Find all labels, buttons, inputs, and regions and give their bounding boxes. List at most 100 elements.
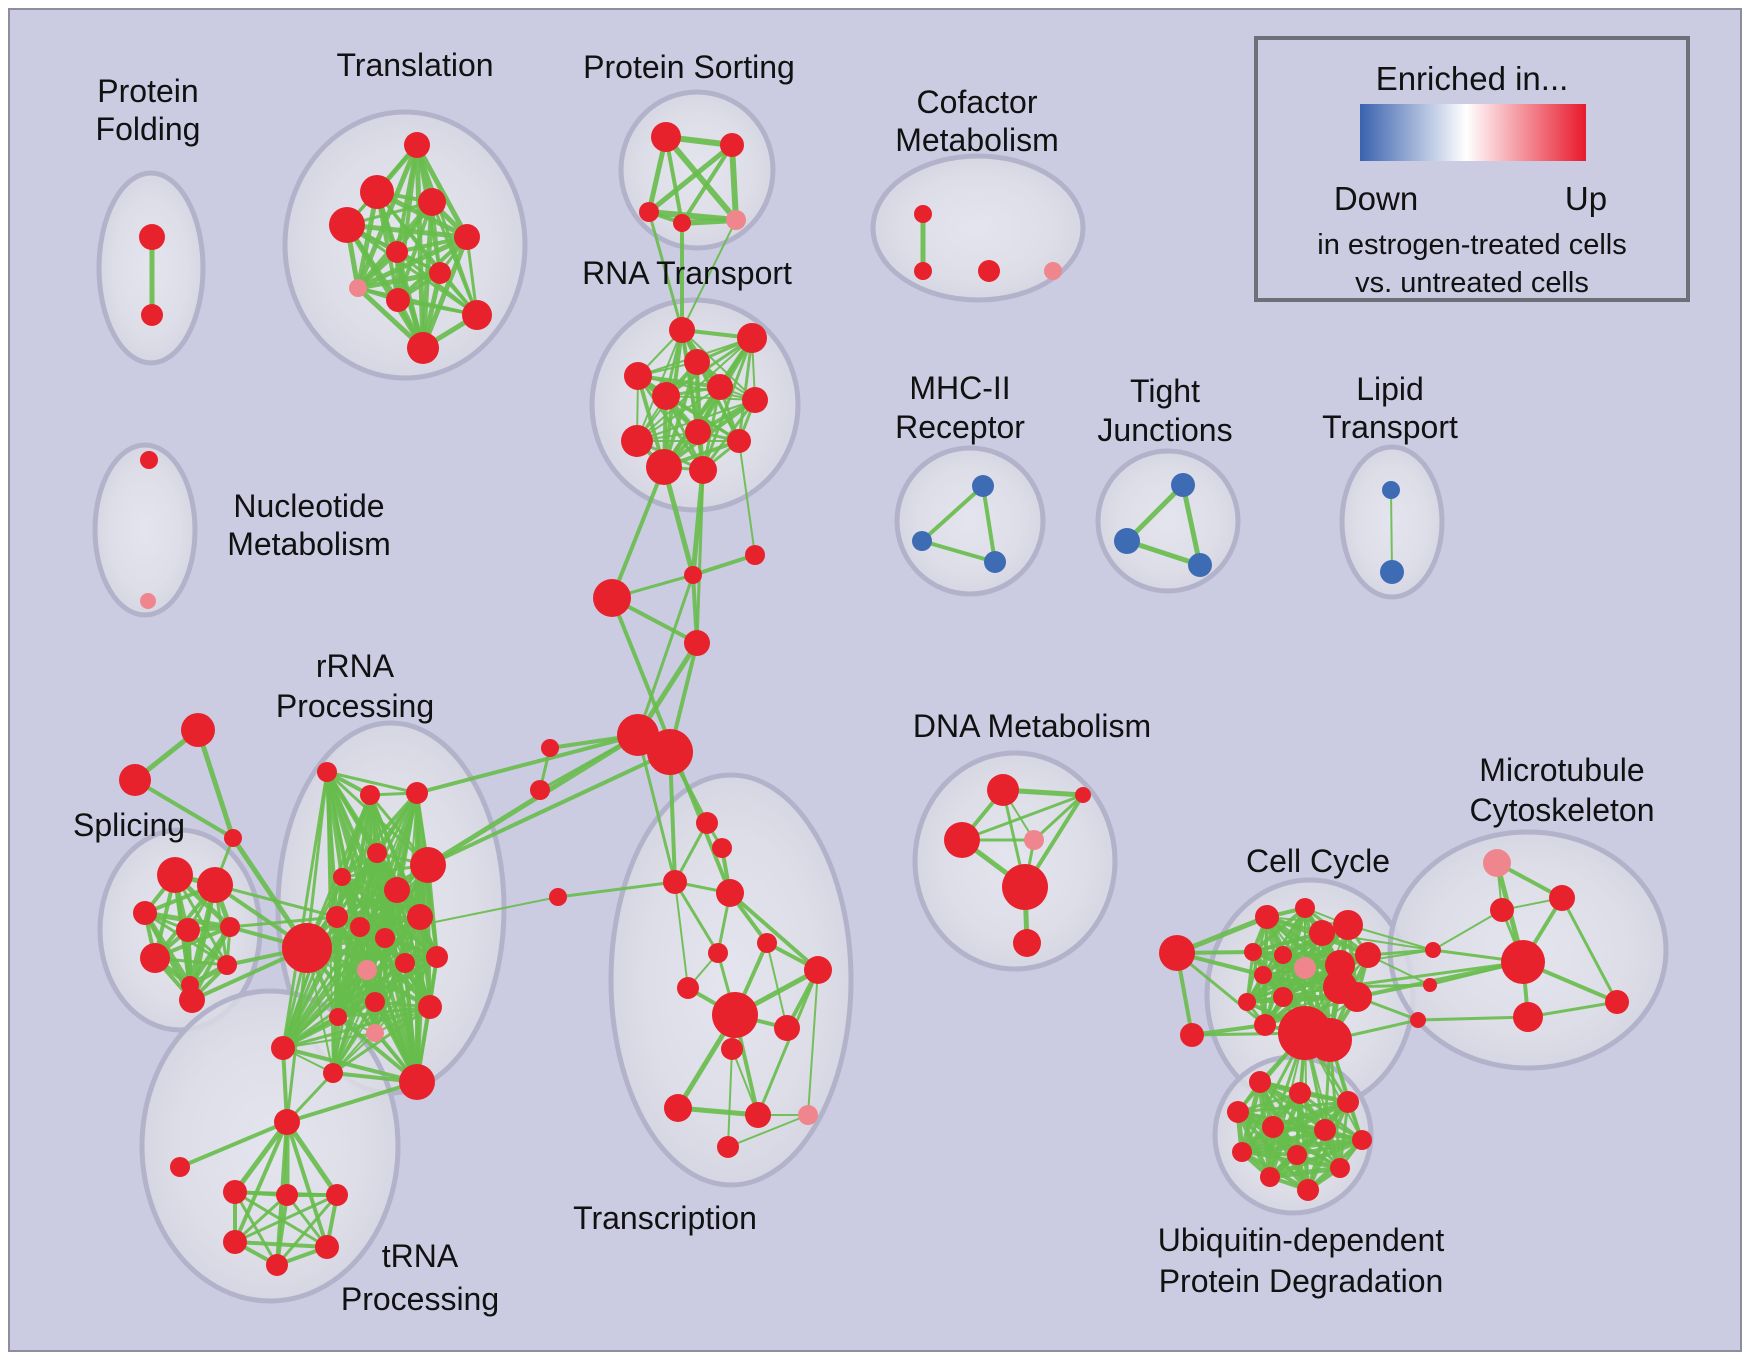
- node-tight-junctions-0: [1171, 473, 1195, 497]
- node-cell-cycle-13: [1342, 982, 1372, 1012]
- node-dna-metabolism-1: [1075, 787, 1091, 803]
- cluster-label-trna-processing: Processing: [341, 1281, 499, 1317]
- node-rna-transport-9: [621, 425, 653, 457]
- node-microtubule-cytoskeleton-6: [1425, 942, 1441, 958]
- edge: [1180, 482, 1203, 568]
- node-cell-cycle-1: [1295, 898, 1315, 918]
- edge: [727, 1114, 809, 1148]
- node-connectors-13: [1180, 1023, 1204, 1047]
- node-rna-transport-0: [669, 317, 695, 343]
- edge: [920, 539, 997, 564]
- node-rrna-processing-20: [418, 995, 442, 1019]
- node-translation-1: [360, 175, 394, 209]
- edge: [282, 1032, 376, 1049]
- node-cofactor-metabolism-2: [978, 260, 1000, 282]
- node-rrna-processing-2: [406, 782, 428, 804]
- cluster-label-protein-folding: Protein: [97, 73, 198, 109]
- node-protein-sorting-1: [720, 133, 744, 157]
- edge: [285, 946, 309, 1124]
- node-ubiquitin-degradation-0: [1249, 1071, 1271, 1093]
- node-ubiquitin-degradation-8: [1287, 1145, 1307, 1165]
- edge: [663, 134, 739, 223]
- node-microtubule-cytoskeleton-5: [1605, 990, 1629, 1014]
- node-transcription-10: [721, 1038, 743, 1060]
- edge: [325, 770, 419, 795]
- legend: Enriched in... Down Up in estrogen-treat…: [1254, 36, 1690, 302]
- cluster-ellipse-nucleotide-metabolism: [92, 442, 198, 618]
- node-nucleotide-metabolism-1: [140, 593, 156, 609]
- node-translation-3: [329, 207, 365, 243]
- node-cell-cycle-16: [1308, 1018, 1352, 1062]
- cluster-label-dna-metabolism: DNA Metabolism: [913, 708, 1151, 744]
- edge: [738, 440, 756, 556]
- node-rrna-processing-17: [271, 1036, 295, 1060]
- node-dna-metabolism-0: [987, 774, 1019, 806]
- node-translation-9: [462, 300, 492, 330]
- edge: [701, 385, 722, 472]
- node-rna-transport-8: [727, 429, 751, 453]
- edge: [178, 1120, 289, 1169]
- edge: [636, 573, 695, 737]
- edge: [284, 1119, 340, 1198]
- edge: [233, 1193, 339, 1244]
- edge: [647, 210, 684, 332]
- node-rna-transport-5: [652, 382, 680, 410]
- node-splicing-6: [217, 955, 237, 975]
- edge: [275, 1193, 289, 1267]
- edge: [1526, 1000, 1619, 1019]
- node-transcription-8: [712, 992, 758, 1038]
- edge: [1239, 1137, 1365, 1155]
- node-rna-transport-1: [737, 323, 767, 353]
- cluster-label-cofactor-metabolism: Metabolism: [895, 122, 1059, 158]
- edge: [695, 468, 705, 645]
- edge: [275, 1193, 339, 1267]
- cluster-label-cofactor-metabolism: Cofactor: [917, 84, 1038, 120]
- node-cell-cycle-14: [1254, 1014, 1276, 1036]
- node-ubiquitin-degradation-1: [1289, 1082, 1311, 1104]
- node-mhc-ii-receptor-2: [984, 551, 1006, 573]
- legend-gradient-bar: [1360, 104, 1586, 161]
- node-trna-processing-6: [315, 1235, 339, 1259]
- node-transcription-12: [745, 1102, 771, 1128]
- node-cofactor-metabolism-3: [1044, 262, 1062, 280]
- edge: [807, 969, 819, 1116]
- cluster-label-transcription: Transcription: [573, 1200, 757, 1236]
- node-rna-transport-7: [685, 419, 711, 445]
- node-ubiquitin-degradation-11: [1297, 1179, 1319, 1201]
- edge: [637, 375, 756, 401]
- node-transcription-5: [757, 933, 777, 953]
- node-connectors-8: [549, 888, 567, 906]
- node-rrna-processing-12: [395, 953, 415, 973]
- node-cell-cycle-11: [1238, 993, 1256, 1011]
- edge: [674, 881, 689, 989]
- node-splicing-2: [133, 901, 157, 925]
- node-rrna-processing-11: [357, 960, 377, 980]
- node-cell-cycle-5: [1274, 946, 1292, 964]
- node-connectors-11: [224, 829, 242, 847]
- node-protein-folding-1: [141, 304, 163, 326]
- node-cell-cycle-10: [1273, 987, 1293, 1007]
- node-trna-processing-1: [170, 1157, 190, 1177]
- legend-down-label: Down: [1334, 180, 1418, 217]
- cluster-label-rna-transport: RNA Transport: [582, 255, 792, 291]
- edge: [661, 464, 696, 578]
- cluster-label-rrna-processing: rRNA: [316, 648, 395, 684]
- node-cell-cycle-6: [1294, 957, 1316, 979]
- edge: [1267, 1137, 1365, 1180]
- node-splicing-1: [197, 867, 233, 903]
- edge: [415, 733, 640, 795]
- edge: [344, 222, 470, 240]
- edge: [426, 750, 672, 867]
- edge: [981, 484, 997, 564]
- edge: [1355, 960, 1525, 999]
- node-tight-junctions-2: [1188, 553, 1212, 577]
- node-connectors-10: [119, 764, 151, 796]
- edge: [729, 142, 739, 223]
- edge: [1124, 482, 1186, 544]
- edge: [336, 1005, 432, 1019]
- edge: [556, 880, 677, 899]
- node-transcription-7: [677, 977, 699, 999]
- edge: [728, 891, 820, 972]
- edge: [355, 142, 420, 291]
